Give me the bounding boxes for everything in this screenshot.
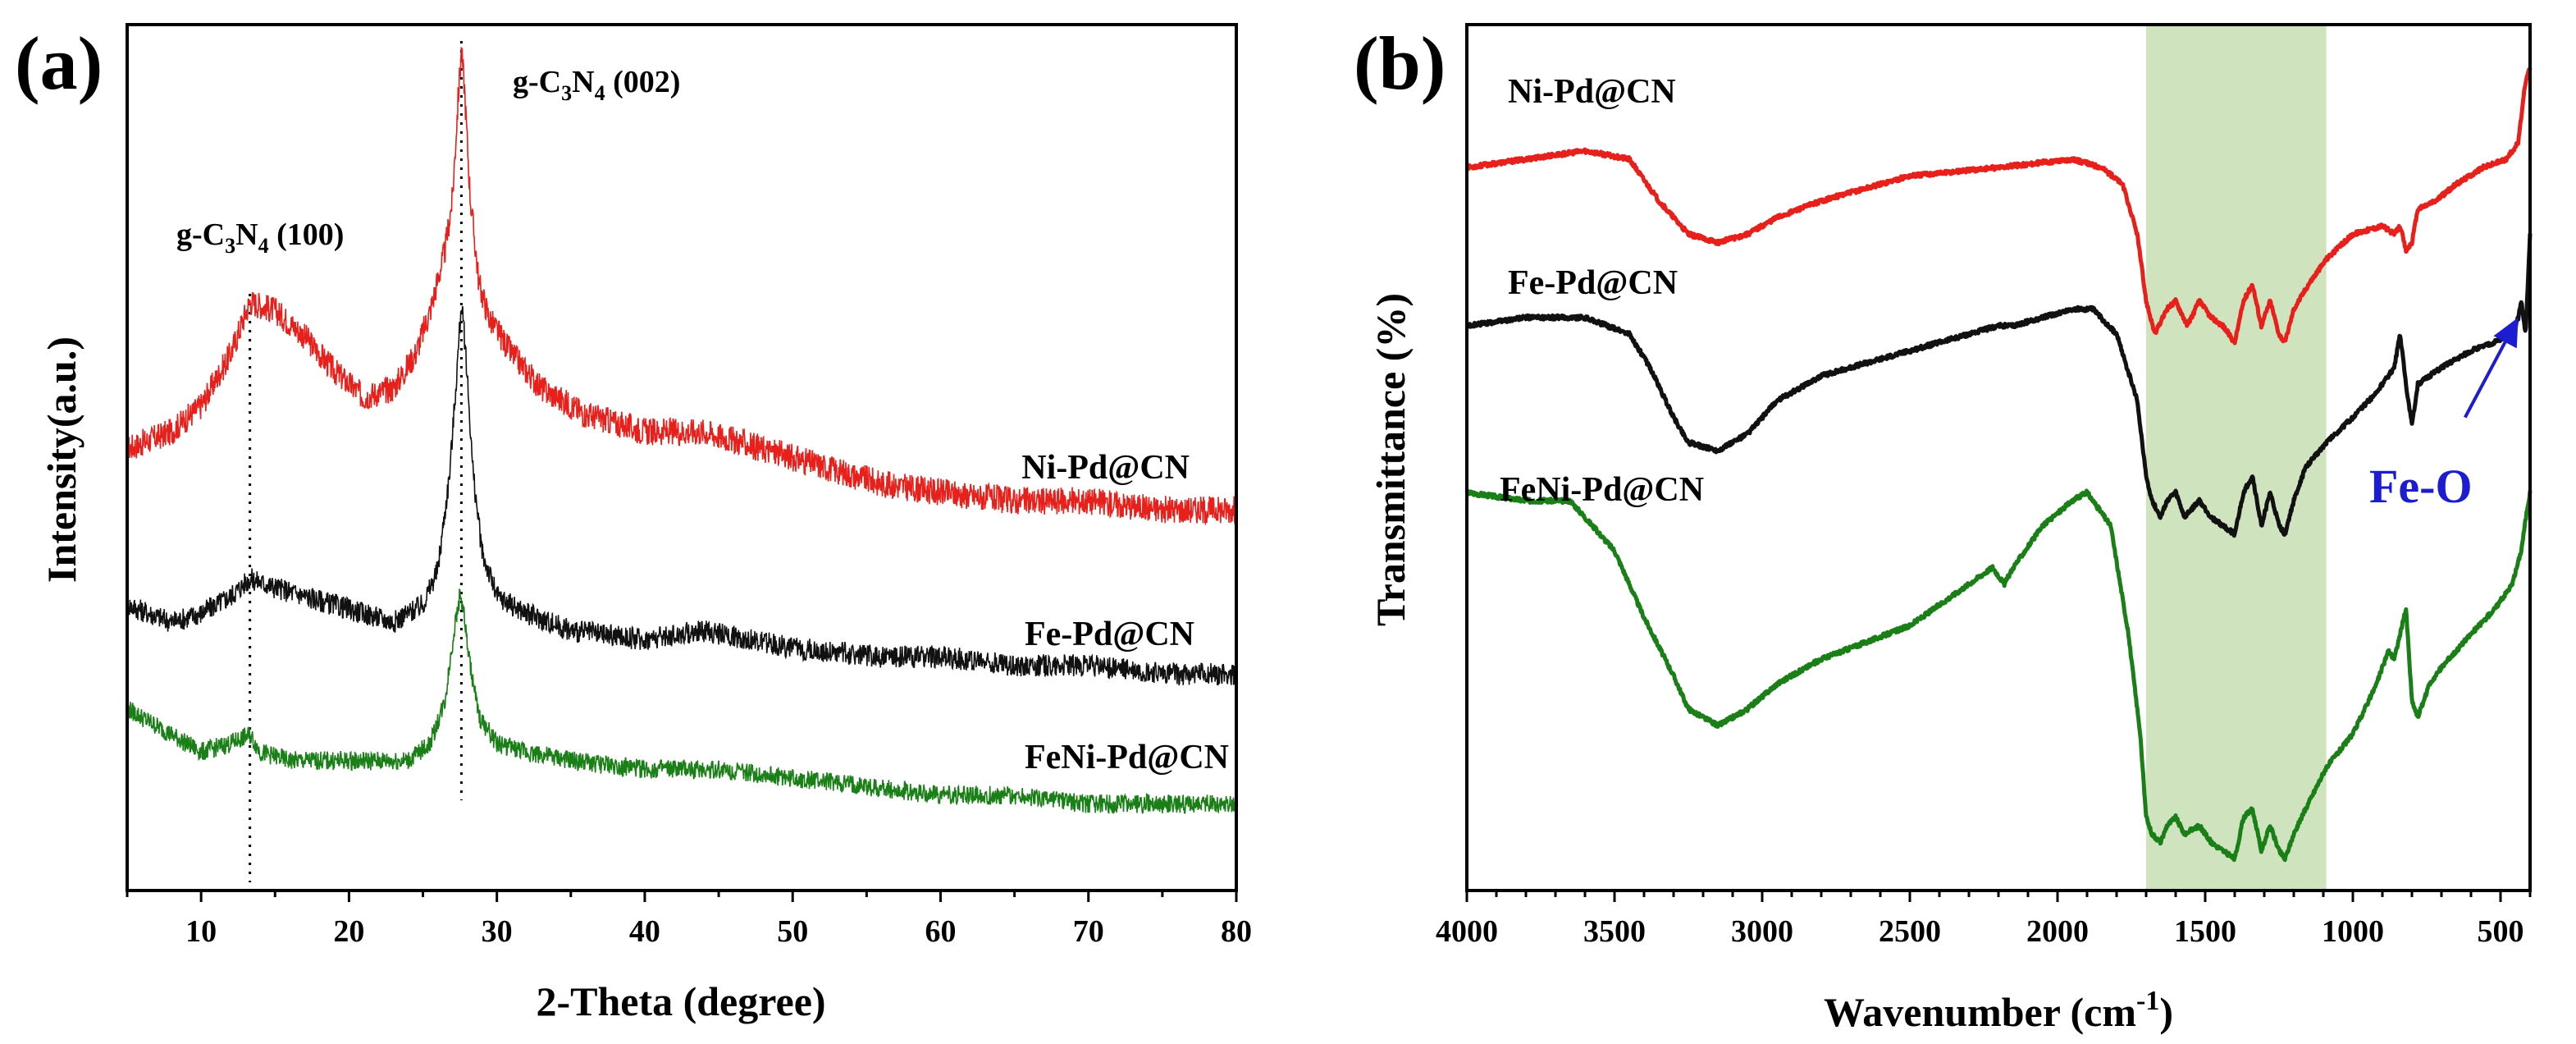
xrd-series <box>126 47 1237 815</box>
panel-b-frame <box>1465 23 2532 892</box>
x-tick-label: 500 <box>2478 914 2524 949</box>
panel-a-frame <box>126 23 1238 892</box>
panel-a-label: (a) <box>15 21 103 105</box>
legend-b-feni-pd-cn: FeNi-Pd@CN <box>1500 471 1704 509</box>
ftir-line-ni-pd-cn <box>1464 67 2533 346</box>
x-tick-label: 80 <box>1221 914 1252 949</box>
panel-b-x-ticks: 4000 3500 3000 2500 2000 1500 1000 500 <box>1436 891 2532 949</box>
x-tick-label: 60 <box>925 914 956 949</box>
x-tick-label: 40 <box>629 914 660 949</box>
ftir-line-fe-pd-cn <box>1464 233 2533 538</box>
x-tick-label: 30 <box>482 914 513 949</box>
fe-o-arrowhead <box>2493 317 2519 349</box>
x-tick-label: 4000 <box>1436 914 1498 949</box>
x-axis-label-b: Wavenumber (cm-1) <box>1824 986 2173 1035</box>
xrd-line-ni-pd-cn <box>126 47 1237 526</box>
x-tick-label: 20 <box>333 914 364 949</box>
panel-a-x-ticks: 10 20 30 40 50 60 70 80 <box>126 891 1252 949</box>
panel-a: (a) 10 20 30 40 50 60 70 80 g-C3N4 (100) g-C3N4… <box>15 21 1252 1024</box>
x-tick-label: 50 <box>777 914 808 949</box>
x-tick-label: 2000 <box>2026 914 2089 949</box>
panel-b-label: (b) <box>1354 21 1446 105</box>
panel-b: (b) 4000 3500 3000 2500 2000 1500 1000 500 Ni-P… <box>1354 21 2533 1035</box>
peak-label-002: g-C3N4 (002) <box>513 65 680 105</box>
xrd-line-fe-pd-cn <box>126 305 1237 686</box>
x-tick-label: 1500 <box>2174 914 2236 949</box>
x-tick-label: 1000 <box>2322 914 2384 949</box>
legend-b-fe-pd-cn: Fe-Pd@CN <box>1508 264 1678 302</box>
xrd-line-feni-pd-cn <box>126 588 1237 815</box>
y-axis-label-b: Transmittance (%) <box>1368 293 1414 626</box>
x-axis-label: 2-Theta (degree) <box>536 978 825 1024</box>
peak-label-100: g-C3N4 (100) <box>176 218 344 258</box>
legend-fe-pd-cn: Fe-Pd@CN <box>1025 616 1194 653</box>
x-tick-label: 3500 <box>1583 914 1646 949</box>
x-tick-label: 10 <box>185 914 217 949</box>
x-tick-label: 2500 <box>1879 914 1941 949</box>
ftir-series <box>1464 67 2533 863</box>
peak-reference-lines <box>249 41 463 882</box>
legend-feni-pd-cn: FeNi-Pd@CN <box>1025 739 1229 776</box>
y-axis-label: Intensity(a.u.) <box>39 337 84 583</box>
fe-o-label: Fe-O <box>2369 460 2473 513</box>
x-tick-label: 70 <box>1073 914 1104 949</box>
legend-b-ni-pd-cn: Ni-Pd@CN <box>1508 73 1676 111</box>
x-tick-label: 3000 <box>1731 914 1793 949</box>
shaded-region <box>2146 25 2327 891</box>
ftir-line-feni-pd-cn <box>1464 488 2533 863</box>
legend-ni-pd-cn: Ni-Pd@CN <box>1021 449 1190 487</box>
fe-o-arrow <box>2464 341 2507 419</box>
